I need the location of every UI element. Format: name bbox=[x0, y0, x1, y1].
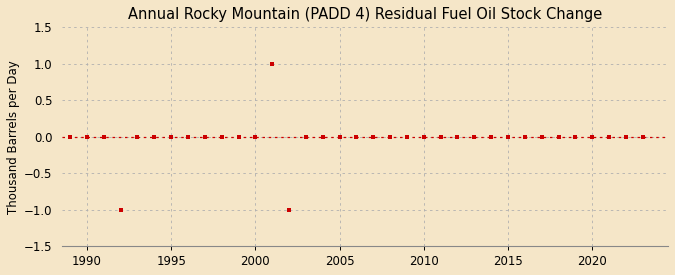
Point bbox=[182, 134, 193, 139]
Point bbox=[115, 207, 126, 212]
Point bbox=[233, 134, 244, 139]
Point bbox=[570, 134, 580, 139]
Point bbox=[99, 134, 109, 139]
Point bbox=[166, 134, 177, 139]
Point bbox=[520, 134, 531, 139]
Point bbox=[469, 134, 480, 139]
Y-axis label: Thousand Barrels per Day: Thousand Barrels per Day bbox=[7, 60, 20, 213]
Point bbox=[452, 134, 463, 139]
Point bbox=[587, 134, 597, 139]
Point bbox=[637, 134, 648, 139]
Point bbox=[132, 134, 143, 139]
Point bbox=[603, 134, 614, 139]
Point bbox=[199, 134, 210, 139]
Point bbox=[317, 134, 328, 139]
Point bbox=[537, 134, 547, 139]
Point bbox=[435, 134, 446, 139]
Title: Annual Rocky Mountain (PADD 4) Residual Fuel Oil Stock Change: Annual Rocky Mountain (PADD 4) Residual … bbox=[128, 7, 602, 22]
Point bbox=[554, 134, 564, 139]
Point bbox=[300, 134, 311, 139]
Point bbox=[620, 134, 631, 139]
Point bbox=[486, 134, 497, 139]
Point bbox=[334, 134, 345, 139]
Point bbox=[368, 134, 379, 139]
Point bbox=[82, 134, 92, 139]
Point bbox=[402, 134, 412, 139]
Point bbox=[503, 134, 514, 139]
Point bbox=[351, 134, 362, 139]
Point bbox=[418, 134, 429, 139]
Point bbox=[385, 134, 396, 139]
Point bbox=[284, 207, 294, 212]
Point bbox=[267, 62, 277, 66]
Point bbox=[250, 134, 261, 139]
Point bbox=[65, 134, 76, 139]
Point bbox=[149, 134, 160, 139]
Point bbox=[216, 134, 227, 139]
